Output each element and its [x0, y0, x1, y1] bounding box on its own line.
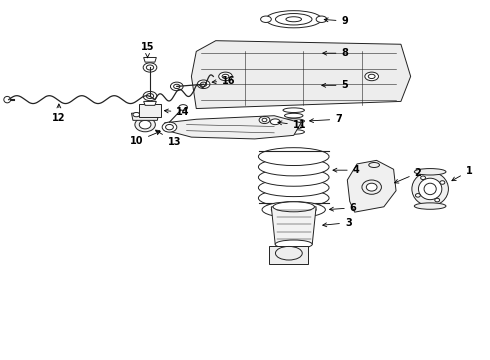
Ellipse shape — [418, 178, 442, 200]
Ellipse shape — [200, 82, 207, 86]
Ellipse shape — [276, 49, 281, 51]
Ellipse shape — [258, 158, 329, 176]
Ellipse shape — [143, 63, 157, 72]
Ellipse shape — [271, 204, 316, 215]
Text: 13: 13 — [156, 130, 181, 147]
Ellipse shape — [362, 180, 381, 194]
Ellipse shape — [274, 79, 314, 91]
Text: 9: 9 — [324, 16, 348, 26]
Ellipse shape — [258, 189, 329, 207]
Ellipse shape — [424, 183, 436, 195]
Ellipse shape — [310, 52, 315, 54]
Ellipse shape — [416, 194, 420, 197]
Polygon shape — [271, 207, 316, 244]
Ellipse shape — [415, 168, 446, 175]
Ellipse shape — [316, 16, 327, 22]
Ellipse shape — [297, 57, 302, 60]
Ellipse shape — [4, 96, 11, 103]
Ellipse shape — [262, 118, 267, 122]
Ellipse shape — [365, 72, 378, 81]
Text: 15: 15 — [141, 42, 154, 58]
Polygon shape — [144, 58, 156, 62]
Ellipse shape — [412, 172, 448, 206]
Ellipse shape — [367, 183, 377, 191]
Ellipse shape — [307, 49, 311, 51]
Text: 5: 5 — [322, 80, 348, 90]
Ellipse shape — [435, 198, 440, 202]
Polygon shape — [347, 160, 396, 212]
Ellipse shape — [166, 125, 173, 130]
Text: 2: 2 — [394, 168, 421, 183]
Ellipse shape — [147, 65, 154, 70]
Polygon shape — [131, 113, 159, 120]
Ellipse shape — [275, 240, 312, 249]
Ellipse shape — [275, 247, 302, 260]
Ellipse shape — [369, 162, 379, 167]
Ellipse shape — [283, 119, 304, 123]
Ellipse shape — [286, 57, 290, 60]
Ellipse shape — [262, 202, 325, 218]
Ellipse shape — [276, 55, 281, 58]
Ellipse shape — [285, 124, 303, 129]
Ellipse shape — [285, 113, 303, 118]
Ellipse shape — [283, 108, 304, 113]
Polygon shape — [270, 246, 308, 264]
Text: 1: 1 — [452, 166, 472, 181]
Ellipse shape — [219, 72, 232, 81]
Ellipse shape — [145, 107, 155, 114]
Ellipse shape — [222, 74, 229, 78]
Text: 3: 3 — [323, 218, 352, 228]
Ellipse shape — [266, 11, 322, 28]
Ellipse shape — [287, 51, 301, 55]
Ellipse shape — [297, 46, 302, 49]
Ellipse shape — [368, 74, 375, 78]
Ellipse shape — [273, 52, 277, 54]
Ellipse shape — [133, 112, 140, 117]
Ellipse shape — [270, 78, 318, 93]
Ellipse shape — [275, 14, 312, 25]
Ellipse shape — [197, 80, 210, 89]
Ellipse shape — [259, 116, 270, 123]
Ellipse shape — [258, 168, 329, 186]
Ellipse shape — [277, 80, 310, 90]
Polygon shape — [144, 102, 156, 105]
Ellipse shape — [277, 48, 310, 58]
Ellipse shape — [420, 176, 425, 180]
Polygon shape — [192, 41, 411, 109]
Text: 16: 16 — [212, 76, 236, 86]
Ellipse shape — [273, 202, 315, 212]
Ellipse shape — [139, 120, 151, 129]
Ellipse shape — [135, 117, 155, 132]
Ellipse shape — [162, 122, 177, 132]
Polygon shape — [165, 116, 301, 139]
Text: 8: 8 — [323, 48, 348, 58]
Ellipse shape — [307, 55, 311, 58]
Ellipse shape — [283, 130, 304, 134]
Ellipse shape — [261, 16, 271, 22]
Ellipse shape — [286, 17, 301, 22]
Ellipse shape — [143, 91, 157, 101]
Ellipse shape — [268, 45, 319, 61]
Ellipse shape — [150, 112, 157, 117]
Ellipse shape — [258, 179, 329, 197]
Text: 6: 6 — [330, 203, 357, 213]
Ellipse shape — [286, 46, 290, 49]
Ellipse shape — [147, 94, 154, 99]
Text: 10: 10 — [129, 131, 160, 147]
Text: 14: 14 — [165, 107, 190, 117]
Text: 4: 4 — [333, 165, 360, 175]
Ellipse shape — [147, 109, 152, 112]
Ellipse shape — [270, 119, 280, 125]
Ellipse shape — [173, 84, 180, 89]
Text: 7: 7 — [310, 114, 342, 124]
Ellipse shape — [415, 203, 446, 209]
Text: 12: 12 — [52, 104, 66, 123]
Ellipse shape — [179, 105, 188, 111]
Ellipse shape — [440, 181, 445, 184]
Ellipse shape — [141, 104, 159, 116]
Ellipse shape — [171, 82, 183, 91]
Text: 11: 11 — [278, 120, 306, 130]
Ellipse shape — [258, 148, 329, 166]
Polygon shape — [139, 104, 161, 117]
